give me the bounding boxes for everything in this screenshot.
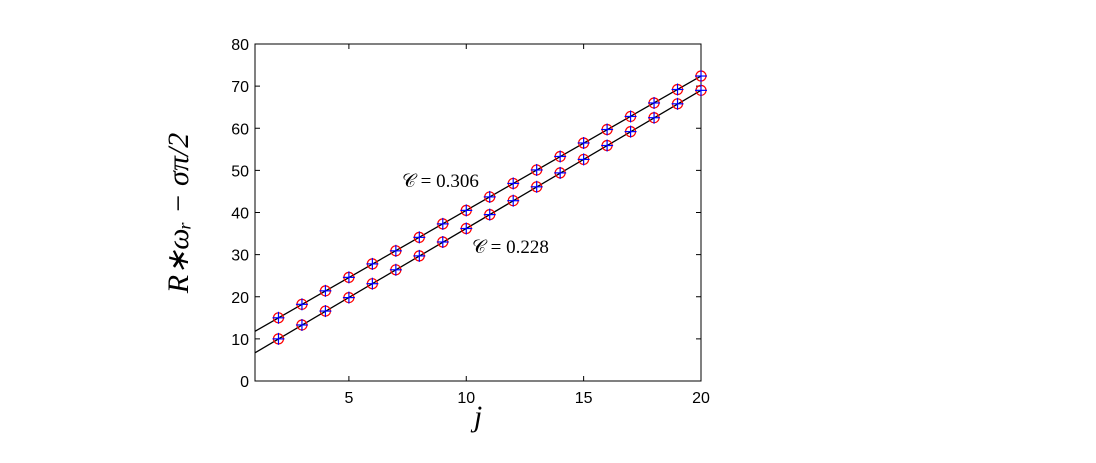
y-tick-label: 20 (231, 290, 249, 307)
data-point (671, 83, 684, 96)
data-point (577, 153, 590, 166)
x-tick-label: 15 (575, 390, 593, 407)
data-point (366, 257, 379, 270)
data-point (272, 311, 285, 324)
annotation: 𝒞 = 0.228 (472, 237, 549, 258)
data-point (554, 166, 567, 179)
y-tick-label: 70 (231, 79, 249, 96)
data-point (577, 136, 590, 149)
y-tick-label: 50 (231, 163, 249, 180)
data-point (483, 208, 496, 221)
y-tick-label: 40 (231, 206, 249, 223)
data-point (460, 204, 473, 217)
data-point (366, 277, 379, 290)
x-axis-label: j (470, 400, 482, 433)
x-tick-label: 10 (457, 390, 475, 407)
y-tick-label: 60 (231, 121, 249, 138)
data-point (507, 194, 520, 207)
data-point (554, 150, 567, 163)
data-point (295, 298, 308, 311)
data-point (389, 244, 402, 257)
data-point (648, 111, 661, 124)
data-point (695, 70, 707, 83)
data-point (530, 180, 543, 193)
data-point (483, 190, 496, 203)
data-point (436, 235, 449, 248)
data-point (460, 222, 473, 235)
x-tick-label: 20 (692, 390, 710, 407)
data-point (342, 271, 355, 284)
data-point (695, 84, 707, 97)
x-tick-label: 5 (344, 390, 353, 407)
data-point (413, 249, 426, 262)
data-point (530, 163, 543, 176)
data-point (295, 318, 308, 331)
annotation: 𝒞 = 0.306 (402, 171, 479, 192)
data-point (272, 332, 285, 345)
y-tick-label: 0 (240, 374, 249, 391)
y-tick-label: 10 (231, 332, 249, 349)
y-axis-label: R∗ωᵣ − σπ/2 (162, 133, 195, 294)
data-point (601, 123, 614, 136)
data-point (671, 97, 684, 110)
data-point (507, 177, 520, 190)
data-point (648, 96, 661, 109)
data-point (436, 217, 449, 230)
data-point (624, 125, 637, 138)
data-point (319, 284, 332, 297)
data-point (601, 139, 614, 152)
data-point (624, 110, 637, 123)
y-tick-label: 80 (231, 37, 249, 54)
y-tick-label: 30 (231, 248, 249, 265)
data-point (389, 263, 402, 276)
plot-frame (254, 43, 702, 382)
data-point (342, 291, 355, 304)
data-point (319, 305, 332, 318)
data-point (413, 231, 426, 244)
